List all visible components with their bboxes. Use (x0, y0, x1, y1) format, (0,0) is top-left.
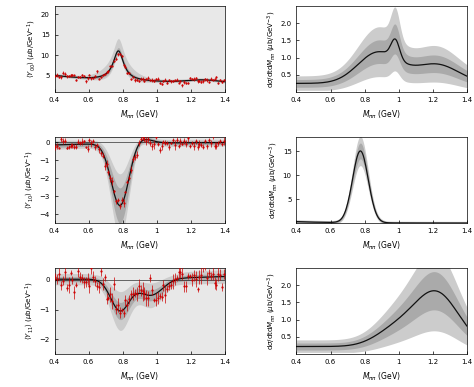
Y-axis label: d$\sigma$/dtd$M_{\pi\pi}$ ($\mu$b/GeV$^{-3}$): d$\sigma$/dtd$M_{\pi\pi}$ ($\mu$b/GeV$^{… (267, 141, 280, 219)
Y-axis label: $\langle Y_{10}\rangle$ ($\mu$b/GeV$^{-1}$): $\langle Y_{10}\rangle$ ($\mu$b/GeV$^{-1… (24, 151, 36, 209)
Y-axis label: $\langle Y_{00}\rangle$ ($\mu$b/GeV$^{-1}$): $\langle Y_{00}\rangle$ ($\mu$b/GeV$^{-1… (26, 20, 38, 78)
Y-axis label: $\langle Y_{11}\rangle$ ($\mu$b/GeV$^{-1}$): $\langle Y_{11}\rangle$ ($\mu$b/GeV$^{-1… (24, 282, 36, 340)
X-axis label: $M_{\pi\pi}$ (GeV): $M_{\pi\pi}$ (GeV) (362, 108, 401, 121)
Y-axis label: d$\sigma$/dtd$M_{\pi\pi}$ ($\mu$b/GeV$^{-3}$): d$\sigma$/dtd$M_{\pi\pi}$ ($\mu$b/GeV$^{… (265, 272, 278, 350)
Y-axis label: d$\sigma$/dtd$M_{\pi\pi}$ ($\mu$b/GeV$^{-3}$): d$\sigma$/dtd$M_{\pi\pi}$ ($\mu$b/GeV$^{… (265, 10, 278, 87)
X-axis label: $M_{\pi\pi}$ (GeV): $M_{\pi\pi}$ (GeV) (362, 240, 401, 252)
X-axis label: $M_{\pi\pi}$ (GeV): $M_{\pi\pi}$ (GeV) (362, 370, 401, 383)
X-axis label: $M_{\pi\pi}$ (GeV): $M_{\pi\pi}$ (GeV) (120, 370, 159, 383)
X-axis label: $M_{\pi\pi}$ (GeV): $M_{\pi\pi}$ (GeV) (120, 108, 159, 121)
X-axis label: $M_{\pi\pi}$ (GeV): $M_{\pi\pi}$ (GeV) (120, 240, 159, 252)
